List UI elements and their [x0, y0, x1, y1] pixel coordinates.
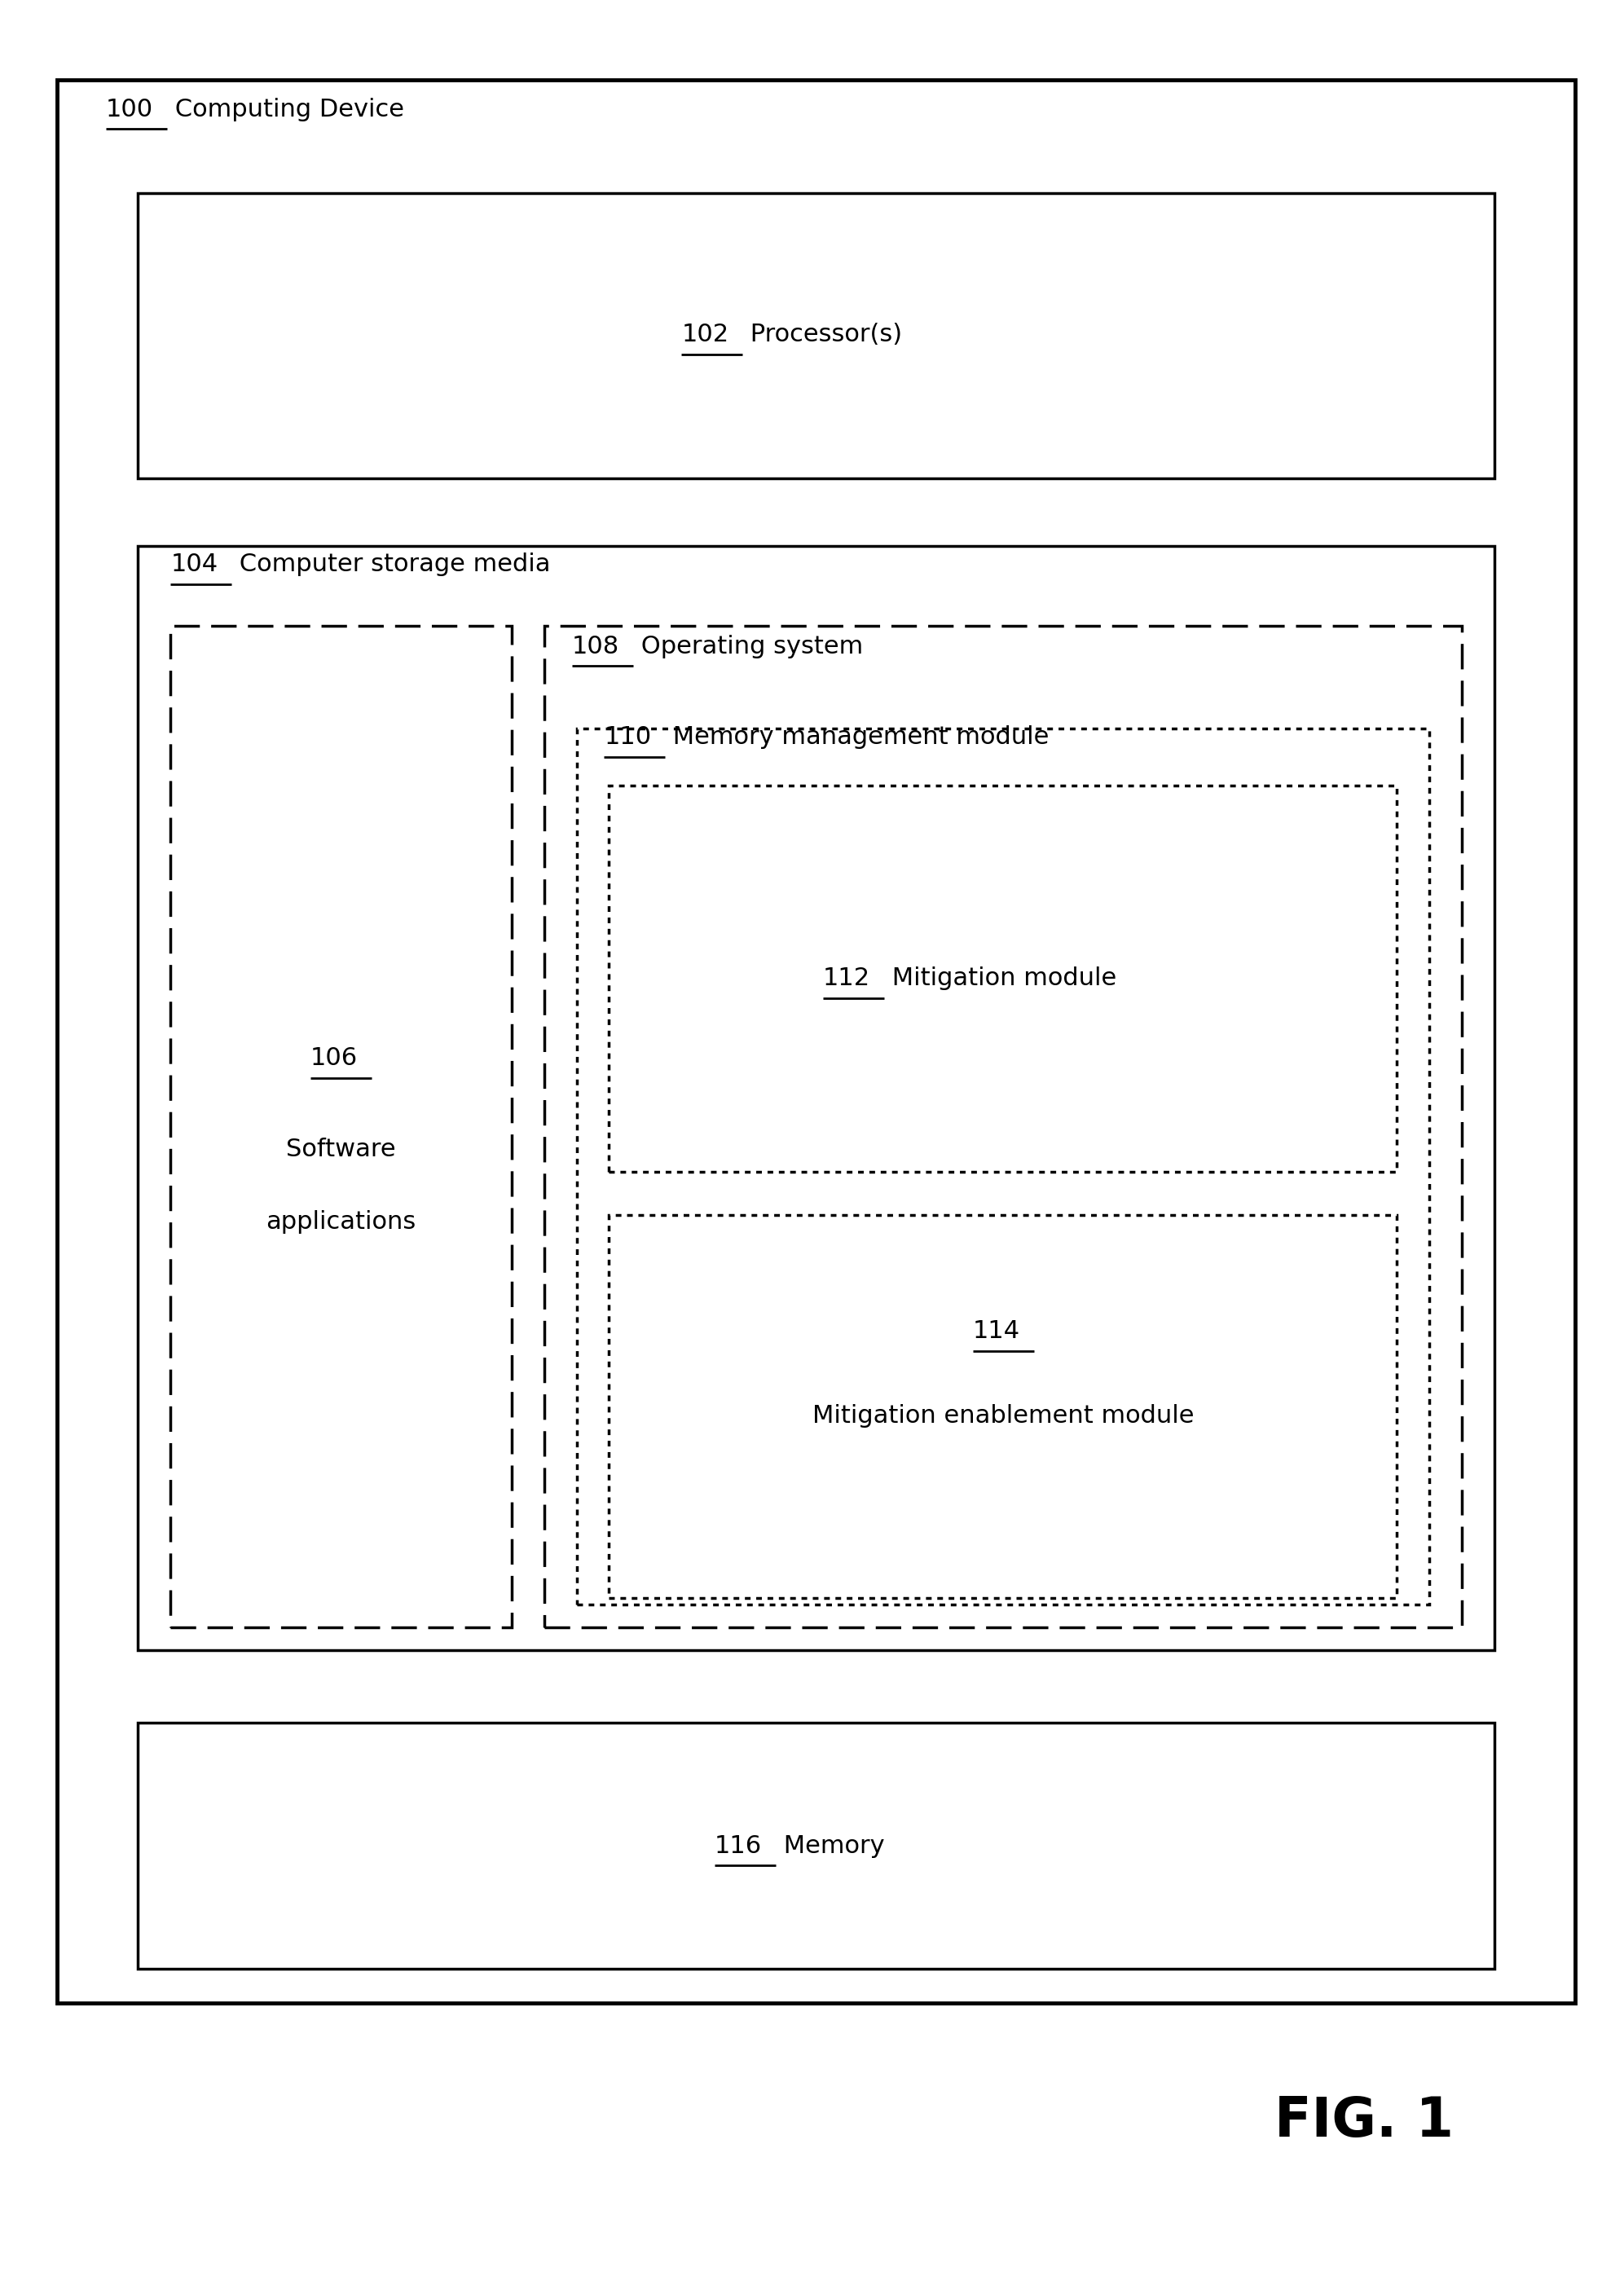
- Bar: [138, 546, 1494, 1650]
- Text: Mitigation enablement module: Mitigation enablement module: [812, 1404, 1195, 1427]
- Text: Software: Software: [286, 1138, 396, 1161]
- Text: Computing Device: Computing Device: [167, 98, 404, 121]
- Bar: [171, 626, 512, 1627]
- Bar: [544, 626, 1462, 1627]
- Text: 102: 102: [682, 323, 729, 346]
- Text: 104: 104: [171, 553, 218, 576]
- Text: Mitigation module: Mitigation module: [883, 967, 1117, 990]
- Text: FIG. 1: FIG. 1: [1275, 2094, 1453, 2149]
- Text: 114: 114: [973, 1320, 1020, 1343]
- Bar: [57, 80, 1575, 2003]
- Text: Operating system: Operating system: [633, 635, 862, 658]
- Text: 112: 112: [823, 967, 870, 990]
- Text: Memory: Memory: [776, 1834, 885, 1857]
- Text: 116: 116: [715, 1834, 762, 1857]
- Text: applications: applications: [266, 1211, 416, 1234]
- Bar: [609, 1215, 1397, 1598]
- Text: Memory management module: Memory management module: [666, 726, 1049, 749]
- Bar: [577, 728, 1429, 1605]
- Text: 110: 110: [604, 726, 651, 749]
- Text: 100: 100: [106, 98, 153, 121]
- Text: 106: 106: [310, 1047, 357, 1070]
- Text: 108: 108: [572, 635, 619, 658]
- Text: Processor(s): Processor(s): [742, 323, 903, 346]
- Bar: [138, 193, 1494, 478]
- Text: Computer storage media: Computer storage media: [232, 553, 551, 576]
- Bar: [609, 785, 1397, 1172]
- Bar: [138, 1723, 1494, 1969]
